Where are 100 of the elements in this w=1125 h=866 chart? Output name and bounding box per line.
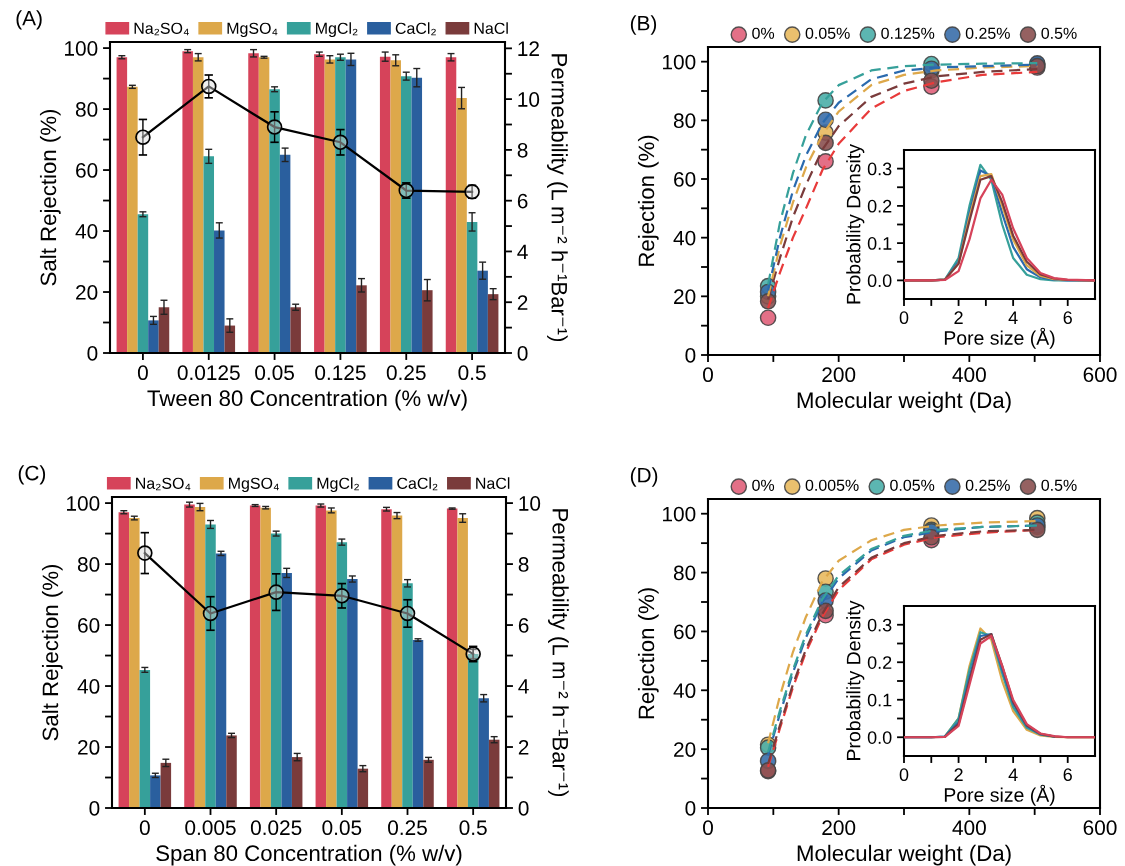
legend-label: NaCl: [476, 477, 510, 489]
x-tick-label: 600: [1083, 820, 1117, 836]
x-tick-label: 2: [954, 768, 963, 781]
x-tick-label: 0.05: [255, 365, 294, 381]
y-axis-title: Rejection (%): [637, 135, 659, 266]
y-tick-label: 80: [77, 557, 100, 572]
x-tick-label: 600: [1083, 367, 1117, 383]
y-axis-title: Salt Rejection (%): [41, 564, 63, 741]
y-tick-label: 0.1: [867, 693, 892, 707]
y2-tick-label: 10: [518, 92, 540, 107]
legend-label: MgCl₂: [317, 477, 359, 493]
chart-title: (B): [630, 15, 657, 35]
y-tick-label: 0.2: [867, 199, 892, 213]
y-tick-label: 100: [65, 41, 98, 56]
y-tick-label: 20: [674, 742, 696, 757]
x-tick-label: 0: [137, 365, 148, 381]
x-tick-label: 6: [1063, 311, 1072, 325]
legend-label: 0%: [752, 479, 775, 491]
x-tick-label: 4: [1008, 768, 1018, 781]
y-tick-label: 40: [77, 679, 100, 694]
y2-tick-label: 4: [518, 679, 529, 694]
x-axis-title: Molecular weight (Da): [797, 844, 1011, 866]
y-tick-label: 0.0: [867, 731, 892, 744]
y-tick-label: 20: [674, 289, 696, 305]
x-tick-label: 6: [1063, 768, 1072, 782]
y-tick-label: 80: [75, 102, 98, 117]
y2-axis-title: Permeability (L m⁻² h⁻¹Bar⁻¹): [548, 509, 569, 797]
y-tick-label: 60: [78, 618, 100, 633]
legend-label: Na₂SO₄: [136, 477, 191, 491]
x-axis-title: Molecular weight (Da): [797, 391, 1011, 413]
legend-label: 0.25%: [965, 479, 1010, 491]
x-tick-label: 400: [952, 820, 986, 836]
y-tick-label: 100: [663, 506, 696, 522]
x-tick-label: 4: [1008, 311, 1018, 324]
x-tick-label: 0.005: [185, 820, 236, 836]
x-axis-title: Pore size (Å): [944, 784, 1055, 806]
y2-tick-label: 12: [518, 41, 539, 56]
x-tick-label: 0: [899, 768, 909, 782]
y-tick-label: 40: [673, 230, 696, 246]
y2-tick-label: 6: [517, 193, 528, 209]
x-tick-label: 2: [954, 311, 963, 324]
y2-tick-label: 4: [517, 244, 528, 259]
y-tick-label: 20: [78, 740, 100, 755]
y2-tick-label: 2: [517, 295, 528, 310]
y-tick-label: 0: [87, 346, 98, 361]
x-tick-label: 0.5: [459, 820, 487, 836]
y2-tick-label: 0: [518, 801, 529, 816]
x-tick-label: 0.5: [458, 365, 486, 381]
y-axis-title: Rejection (%): [637, 588, 659, 719]
y2-axis-title: Permeability (L m⁻² h⁻¹Bar⁻¹): [547, 54, 568, 342]
y-axis-title: Probability Density: [846, 600, 865, 760]
legend-label: MgCl₂: [316, 22, 358, 38]
legend-label: 0.05%: [890, 479, 935, 491]
x-tick-label: 0.25: [388, 820, 427, 836]
y-tick-label: 0: [89, 801, 100, 816]
legend-label: Na₂SO₄: [134, 22, 189, 36]
x-axis-title: Span 80 Concentration (% w/v): [156, 844, 462, 866]
legend-label: 0.5%: [1041, 27, 1077, 39]
y-tick-label: 0.3: [867, 162, 892, 176]
legend-label: 0.125%: [881, 27, 935, 39]
legend-label: MgSO₄: [227, 22, 278, 38]
legend-label: 0.25%: [965, 27, 1010, 39]
y2-tick-label: 6: [518, 618, 529, 633]
y-tick-label: 0: [685, 801, 696, 816]
y-tick-label: 0.2: [867, 656, 892, 669]
y2-tick-label: 8: [517, 142, 528, 158]
legend-label: 0.05%: [805, 27, 850, 39]
legend-label: CaCl₂: [397, 477, 438, 491]
y-tick-label: 40: [673, 683, 696, 699]
y-tick-label: 100: [663, 54, 696, 70]
y2-tick-label: 0: [517, 346, 528, 361]
y-tick-label: 0.3: [867, 618, 892, 632]
x-tick-label: 0.25: [386, 365, 426, 381]
x-tick-label: 0: [703, 367, 713, 383]
chart-title: (A): [16, 10, 42, 30]
legend-label: NaCl: [474, 22, 508, 34]
x-tick-label: 0.125: [315, 365, 366, 381]
y-axis-title: Salt Rejection (%): [39, 109, 61, 286]
legend-label: CaCl₂: [395, 22, 436, 36]
x-tick-label: 200: [822, 820, 856, 836]
x-tick-label: 0.025: [250, 820, 302, 836]
x-tick-label: 200: [822, 367, 856, 383]
y2-tick-label: 10: [519, 496, 541, 511]
x-tick-label: 0: [139, 820, 150, 836]
y-tick-label: 80: [673, 565, 696, 581]
y-tick-label: 40: [75, 224, 98, 239]
legend-label: 0.005%: [805, 479, 859, 491]
legend-label: MgSO₄: [229, 477, 279, 493]
y-tick-label: 0.1: [867, 237, 892, 250]
y-tick-label: 100: [67, 496, 100, 511]
y-tick-label: 20: [76, 285, 98, 300]
chart-title: (C): [18, 465, 46, 485]
y-tick-label: 60: [674, 172, 696, 187]
y-tick-label: 60: [674, 624, 696, 640]
x-tick-label: 0.0125: [177, 365, 240, 381]
y2-tick-label: 2: [518, 740, 529, 755]
x-tick-label: 400: [952, 367, 986, 383]
x-tick-label: 0.05: [322, 820, 362, 836]
x-axis-title: Pore size (Å): [944, 327, 1055, 349]
x-axis-title: Tween 80 Concentration (% w/v): [147, 389, 467, 411]
